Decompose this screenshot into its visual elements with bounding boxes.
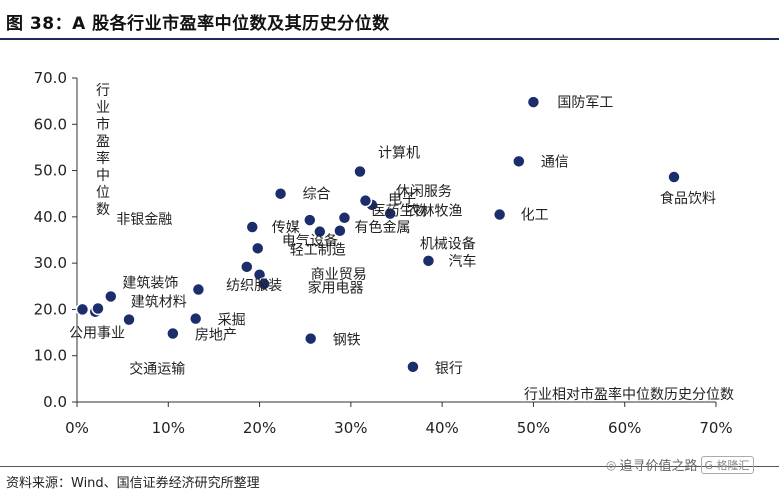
point-label: 医药生物 — [371, 204, 427, 220]
point-label: 休闲服务 — [396, 184, 452, 200]
point-label: 食品饮料 — [660, 190, 716, 207]
point-label: 房地产 — [195, 327, 237, 343]
x-tick-label: 20% — [243, 419, 276, 437]
data-point — [166, 326, 180, 341]
x-tick-label: 40% — [425, 419, 458, 437]
point-label: 非银金融 — [116, 212, 172, 228]
x-tick-label: 10% — [152, 419, 185, 437]
point-label: 采掘 — [218, 313, 246, 329]
data-point — [104, 289, 118, 304]
y-axis-title-char: 业 — [96, 100, 110, 116]
title-divider — [0, 38, 779, 40]
data-point — [406, 360, 420, 374]
point-label: 建筑装饰 — [122, 276, 178, 292]
point-label: 农林牧渔 — [407, 204, 463, 220]
y-axis-title-char: 率 — [96, 150, 110, 167]
y-tick-label: 0.0 — [43, 393, 67, 411]
data-point — [333, 223, 347, 238]
data-point — [303, 331, 318, 346]
data-point — [191, 282, 206, 297]
point-label: 汽车 — [448, 253, 476, 270]
data-point — [188, 311, 203, 326]
point-label: 家用电器 — [308, 280, 364, 297]
y-axis-title-char: 盈 — [96, 134, 110, 150]
x-tick-label: 60% — [608, 419, 641, 437]
source-note: 资料来源：Wind、国信证券经济研究所整理 — [6, 476, 260, 491]
data-point — [526, 95, 541, 109]
point-label: 通信 — [541, 154, 569, 170]
point-label: 建筑材料 — [131, 294, 187, 310]
data-point — [421, 254, 436, 268]
data-point — [667, 170, 681, 184]
y-axis-title-char: 行 — [96, 83, 110, 99]
y-axis-title-char: 数 — [96, 202, 110, 218]
point-label: 国防军工 — [557, 95, 613, 111]
point-label: 计算机 — [378, 145, 420, 161]
point-label: 机械设备 — [420, 236, 476, 253]
x-tick-label: 50% — [517, 419, 550, 437]
data-point — [492, 207, 507, 222]
data-point — [337, 211, 352, 225]
data-points — [75, 95, 681, 374]
y-tick-label: 30.0 — [34, 254, 67, 272]
wechat-icon: ◎ — [606, 457, 617, 472]
y-axis-title: 行业市盈率中位数 — [96, 83, 110, 218]
data-point — [245, 220, 260, 234]
x-axis-title: 行业相对市盈率中位数历史分位数 — [524, 386, 734, 403]
footer-divider — [0, 466, 779, 467]
axis-titles: 行业相对市盈率中位数历史分位数 行业市盈率中位数 — [96, 83, 734, 403]
y-axis-title-char: 中 — [96, 168, 110, 184]
data-point — [91, 301, 105, 316]
data-point — [122, 312, 136, 327]
point-label: 综合 — [303, 187, 331, 203]
point-label: 化工 — [521, 208, 549, 224]
watermark-text: 追寻价值之路 — [619, 459, 698, 474]
point-label: 公用事业 — [69, 326, 125, 342]
y-axis-title-char: 位 — [96, 185, 110, 201]
chart-axes — [72, 77, 717, 407]
y-tick-label: 70.0 — [34, 69, 67, 87]
point-label: 电子 — [388, 192, 416, 208]
x-tick-label: 70% — [699, 419, 732, 437]
point-label: 纺织服装 — [226, 278, 282, 294]
data-point — [358, 193, 373, 208]
watermark-logo: G 格隆汇 — [700, 455, 754, 474]
point-label: 交通运输 — [129, 361, 185, 378]
x-tick-label: 0% — [65, 419, 89, 437]
y-axis-title-char: 市 — [96, 116, 110, 133]
point-label: 商业贸易 — [311, 267, 367, 283]
data-point — [75, 302, 90, 317]
point-label: 轻工制造 — [290, 242, 346, 258]
data-point — [313, 224, 327, 239]
data-point — [273, 186, 288, 201]
tick-labels: 0% 10% 20% 30% 40% 50% 60% 70% 0.0 10.0 20.0 30.0 40… — [34, 69, 733, 437]
y-tick-label: 50.0 — [34, 162, 67, 180]
y-tick-label: 60.0 — [34, 115, 67, 133]
point-label: 传媒 — [272, 220, 300, 236]
point-label: 电气设备 — [282, 233, 338, 250]
data-point — [303, 213, 317, 227]
data-point — [353, 164, 367, 179]
data-point — [250, 241, 265, 256]
figure-title: 图 38：A 股各行业市盈率中位数及其历史分位数 — [6, 14, 390, 34]
data-point — [383, 206, 397, 221]
point-label: 有色金属 — [354, 219, 410, 236]
y-tick-label: 20.0 — [34, 300, 67, 318]
data-point — [257, 277, 271, 291]
data-point — [512, 154, 526, 169]
y-tick-label: 40.0 — [34, 208, 67, 226]
point-label: 银行 — [435, 361, 463, 377]
data-point — [240, 260, 254, 274]
point-label: 钢铁 — [333, 333, 361, 349]
y-tick-label: 10.0 — [34, 347, 67, 365]
watermark: ◎ 追寻价值之路 G 格隆汇 — [606, 455, 754, 474]
x-tick-label: 30% — [334, 419, 367, 437]
